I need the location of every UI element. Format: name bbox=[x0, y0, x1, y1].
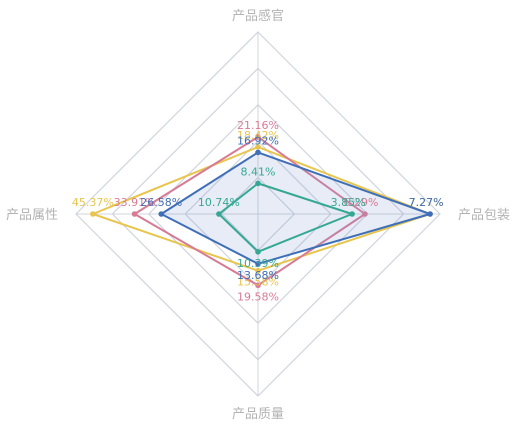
value-label-0-1: 7.27% bbox=[409, 196, 444, 209]
data-point-3-1[interactable] bbox=[349, 211, 355, 217]
value-label-0-2: 15.58% bbox=[237, 276, 279, 289]
value-label-0-0: 18.42% bbox=[237, 129, 279, 142]
value-label-0-3: 45.37% bbox=[72, 196, 114, 209]
value-label-2-0: 16.92% bbox=[237, 134, 279, 147]
value-label-2-1: 7.27% bbox=[409, 196, 444, 209]
data-point-1-1[interactable] bbox=[362, 211, 368, 217]
value-label-3-3: 10.74% bbox=[198, 196, 240, 209]
value-label-3-1: 3.85% bbox=[331, 196, 366, 209]
data-point-2-1[interactable] bbox=[427, 211, 433, 217]
value-label-1-1: 6.29% bbox=[344, 196, 379, 209]
data-point-2-2[interactable] bbox=[255, 260, 261, 267]
value-labels: 18.42% 7.27% 15.58% 45.37% 21.16% 6.29% 19.58%… bbox=[72, 119, 444, 303]
value-label-1-3: 33.91% bbox=[114, 196, 156, 209]
indicator-name-3: 产品属性 bbox=[6, 208, 58, 223]
data-point-0-0[interactable] bbox=[255, 144, 261, 150]
data-point-1-0[interactable] bbox=[255, 134, 261, 140]
data-point-1-3[interactable] bbox=[131, 211, 138, 217]
data-point-1-2[interactable] bbox=[255, 282, 261, 289]
value-label-2-2: 13.68% bbox=[237, 269, 279, 282]
value-label-3-2: 10.39% bbox=[237, 257, 279, 270]
value-label-3-0: 8.41% bbox=[241, 165, 276, 178]
value-label-1-0: 21.16% bbox=[237, 119, 279, 132]
data-point-2-3[interactable] bbox=[158, 211, 165, 217]
value-label-1-2: 19.58% bbox=[237, 290, 279, 303]
indicator-name-2: 产品质量 bbox=[232, 407, 284, 422]
data-point-2-0[interactable] bbox=[255, 149, 261, 156]
data-point-3-3[interactable] bbox=[216, 211, 222, 217]
indicator-name-1: 产品包装 bbox=[458, 208, 510, 223]
data-point-0-3[interactable] bbox=[90, 211, 96, 217]
radar-series-group bbox=[90, 134, 433, 289]
value-label-2-3: 26.58% bbox=[140, 196, 182, 209]
data-point-3-2[interactable] bbox=[255, 249, 261, 255]
data-point-3-0[interactable] bbox=[255, 180, 261, 187]
indicator-name-0: 产品感官 bbox=[232, 8, 284, 24]
data-point-0-2[interactable] bbox=[255, 267, 261, 274]
